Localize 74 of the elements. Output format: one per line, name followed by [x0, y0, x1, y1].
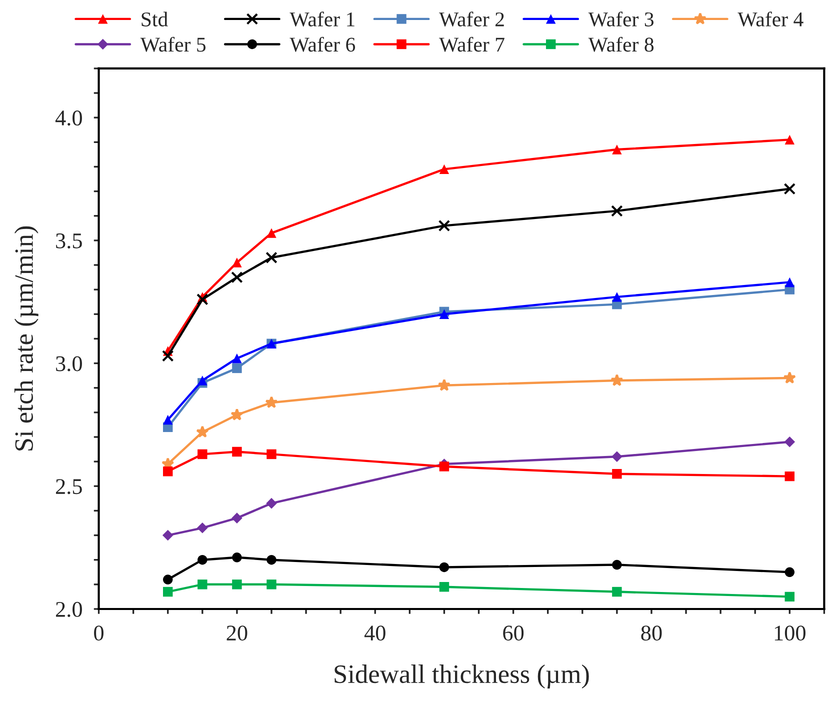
- point: [162, 350, 174, 362]
- point: [232, 580, 242, 590]
- legend-label: Wafer 2: [439, 12, 504, 27]
- point: [784, 134, 795, 145]
- point: [162, 586, 173, 597]
- point: [784, 471, 795, 482]
- legend-label: Wafer 4: [738, 12, 804, 27]
- y-tick-label: 4.0: [55, 110, 82, 126]
- point: [266, 252, 278, 264]
- point: [265, 396, 278, 408]
- legend-label: Std: [142, 12, 168, 26]
- point: [232, 363, 242, 374]
- x-tick-label: 80: [641, 626, 662, 641]
- point: [439, 164, 450, 174]
- point: [196, 425, 209, 438]
- point: [438, 220, 450, 232]
- point: [162, 414, 173, 425]
- point: [232, 512, 242, 524]
- x-tick-label: 40: [364, 626, 386, 641]
- legend-label: Wafer 5: [140, 36, 206, 52]
- x-tick-label: 0: [94, 626, 104, 641]
- y-axis-title: Si etch rate (µm/min): [14, 226, 38, 450]
- point: [266, 498, 277, 509]
- x-tick-label: 20: [226, 626, 248, 641]
- point: [439, 582, 450, 592]
- point: [612, 560, 622, 570]
- point: [162, 466, 173, 476]
- point: [439, 309, 450, 320]
- point: [162, 574, 173, 584]
- y-tick-label: 3.5: [56, 233, 82, 248]
- legend-label: Wafer 6: [290, 36, 356, 52]
- point: [197, 522, 208, 534]
- point: [784, 592, 795, 602]
- point: [266, 228, 276, 238]
- point: [232, 354, 242, 364]
- point: [612, 468, 622, 479]
- point: [784, 277, 795, 288]
- point: [611, 205, 623, 217]
- point: [612, 586, 622, 597]
- point: [612, 292, 622, 302]
- point: [612, 451, 622, 462]
- legend-label: Wafer 7: [439, 36, 504, 52]
- point: [232, 258, 242, 268]
- y-tick-label: 2.5: [56, 479, 82, 494]
- point: [198, 554, 208, 565]
- x-tick-label: 100: [774, 626, 806, 641]
- y-tick-label: 2.0: [56, 602, 82, 618]
- legend-label: Wafer 1: [290, 12, 354, 27]
- point: [162, 530, 174, 541]
- point: [783, 371, 796, 384]
- point: [610, 374, 624, 386]
- legend-label: Wafer 8: [588, 36, 654, 52]
- point: [439, 462, 450, 472]
- point: [198, 580, 208, 590]
- point: [266, 580, 276, 590]
- point: [784, 567, 795, 577]
- point: [196, 293, 208, 306]
- x-axis-title: Sidewall thickness (µm): [334, 664, 589, 688]
- point: [198, 376, 208, 386]
- point: [612, 144, 622, 154]
- point: [230, 408, 244, 420]
- point: [266, 554, 276, 565]
- point: [784, 182, 796, 195]
- point: [231, 271, 243, 284]
- point: [784, 436, 796, 448]
- point: [232, 446, 242, 457]
- point: [438, 378, 451, 391]
- point: [439, 562, 450, 572]
- point: [232, 552, 242, 562]
- y-tick-label: 3.0: [56, 356, 82, 372]
- point: [198, 449, 208, 460]
- legend-label: Wafer 3: [588, 12, 654, 27]
- point: [266, 449, 276, 460]
- x-tick-label: 60: [503, 626, 524, 641]
